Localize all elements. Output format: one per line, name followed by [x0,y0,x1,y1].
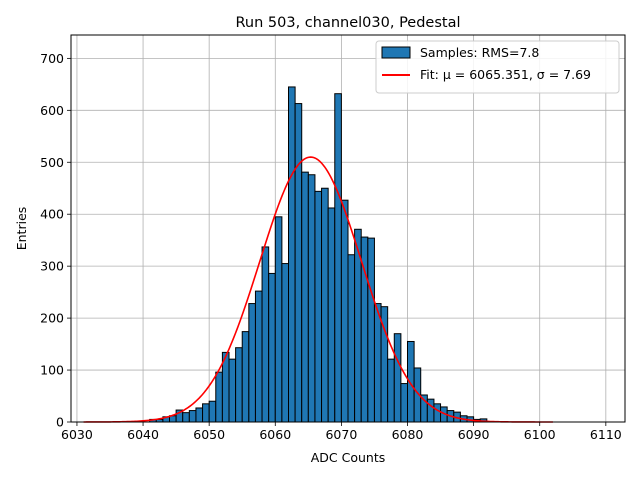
x-tick-label: 6100 [524,427,556,442]
y-tick-label: 500 [40,155,64,170]
plot-frame [70,34,626,423]
histogram-bar [433,403,442,423]
x-tick-label: 6050 [193,427,225,442]
histogram-bar [274,216,283,423]
histogram-bar [393,333,402,423]
chart-title: Run 503, channel030, Pedestal [235,15,460,31]
histogram-bar [400,383,408,423]
legend: Samples: RMS=7.8 Fit: μ = 6065.351, σ = … [375,40,620,94]
histogram-bar [301,171,309,423]
y-tick-label: 300 [40,259,64,274]
histogram-bar [314,190,323,423]
y-axis-label: Entries [14,207,29,251]
x-tick-label: 6040 [127,427,159,442]
histogram-bar [182,412,190,423]
x-tick-label: 6090 [458,427,490,442]
histogram-bar [248,303,256,423]
y-tick-label: 600 [40,103,64,118]
histogram-bar [347,254,356,423]
histogram-bar [367,237,375,423]
histogram-bar [195,407,204,423]
y-tick-label: 700 [40,51,64,66]
y-tick-label: 200 [40,311,64,326]
x-tick-label: 6110 [590,427,622,442]
y-axis-ticks: 0 100 200 300 400 500 600 700 [40,51,71,430]
histogram-bar [294,103,303,423]
histogram-bars [149,86,488,423]
histogram-bar [228,358,237,423]
x-tick-label: 6070 [325,427,357,442]
histogram-bar [215,371,223,423]
x-tick-label: 6030 [61,427,93,442]
legend-fit-label: Fit: μ = 6065.351, σ = 7.69 [420,67,591,82]
histogram-bar [268,272,276,423]
histogram-bar [334,93,342,423]
histogram-bar [387,358,395,423]
x-tick-label: 6060 [259,427,291,442]
histogram-bar [241,331,250,423]
histogram-bar [281,263,290,423]
x-axis-label: ADC Counts [311,450,386,465]
fit-curve [83,156,553,423]
x-tick-label: 6080 [392,427,424,442]
histogram-bar [235,347,243,423]
histogram-bar [202,403,210,423]
y-tick-label: 0 [56,415,64,430]
histogram-bar [340,199,349,423]
legend-box [375,40,620,94]
histogram-bar [288,86,296,423]
x-axis-ticks: 6030 6040 6050 6060 6070 6080 6090 6100 6110 [61,422,622,442]
histogram-bar [208,400,217,423]
legend-histogram-label: Samples: RMS=7.8 [420,45,539,60]
y-tick-label: 100 [40,363,64,378]
histogram-bar [307,174,316,423]
histogram-bar [426,398,435,423]
histogram-bar [321,187,329,423]
y-tick-label: 400 [40,207,64,222]
histogram-bar [261,246,270,423]
histogram-bar [327,207,336,423]
histogram-bar [254,290,263,423]
fit-curve-group [83,156,553,423]
legend-bar-swatch [381,46,411,59]
histogram-bar [373,303,382,423]
histogram-bar [188,410,197,423]
